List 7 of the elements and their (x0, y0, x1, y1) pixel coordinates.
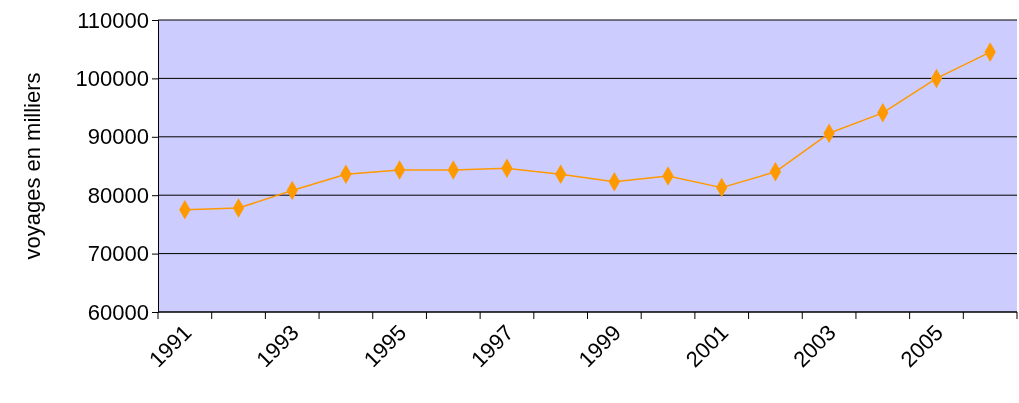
y-tick-label: 60000 (87, 299, 149, 325)
y-tick-label: 90000 (87, 124, 149, 150)
y-tick-label: 100000 (75, 65, 149, 91)
y-tick-label: 70000 (87, 241, 149, 267)
y-axis-title: voyages en milliers (20, 72, 45, 260)
y-tick-label: 110000 (77, 7, 149, 33)
y-tick-label: 80000 (87, 182, 149, 208)
